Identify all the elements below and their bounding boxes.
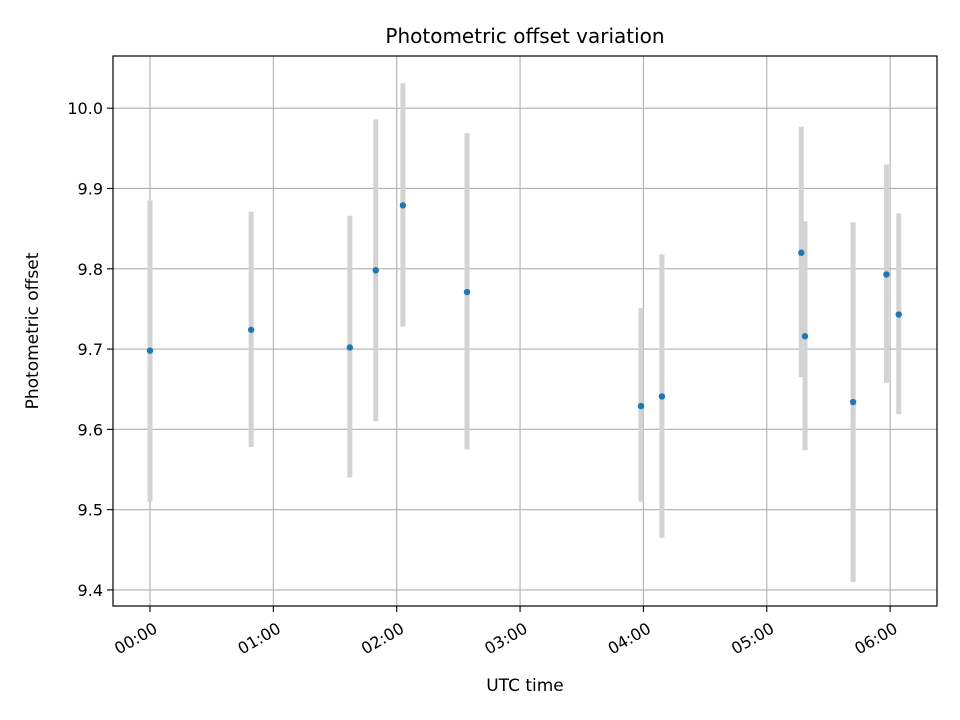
data-point (372, 267, 379, 274)
y-axis-label: Photometric offset (23, 252, 43, 409)
y-tick-label: 9.5 (78, 501, 103, 520)
y-axis-ticks: 9.4 9.5 9.6 9.7 9.8 9.9 10.0 (67, 99, 113, 600)
data-point (849, 398, 857, 406)
data-point (801, 333, 809, 340)
data-point (146, 347, 154, 354)
y-tick-label: 9.8 (78, 260, 103, 279)
data-point (247, 326, 255, 333)
chart-title: Photometric offset variation (385, 24, 664, 48)
plot-area-frame (112, 55, 938, 607)
data-point (346, 344, 354, 351)
y-tick-label: 9.4 (78, 581, 103, 600)
data-point (895, 311, 902, 318)
y-tick-label: 10.0 (67, 99, 103, 118)
x-axis-label: UTC time (486, 676, 564, 696)
data-points (146, 202, 902, 410)
y-tick-label: 9.6 (78, 420, 103, 439)
data-point (463, 288, 471, 296)
y-tick-label: 9.9 (78, 179, 103, 198)
data-point (399, 202, 407, 209)
y-tick-label: 9.7 (78, 340, 103, 359)
data-point (637, 402, 645, 410)
data-point (798, 249, 805, 256)
data-point (658, 393, 666, 400)
data-point (883, 271, 890, 278)
